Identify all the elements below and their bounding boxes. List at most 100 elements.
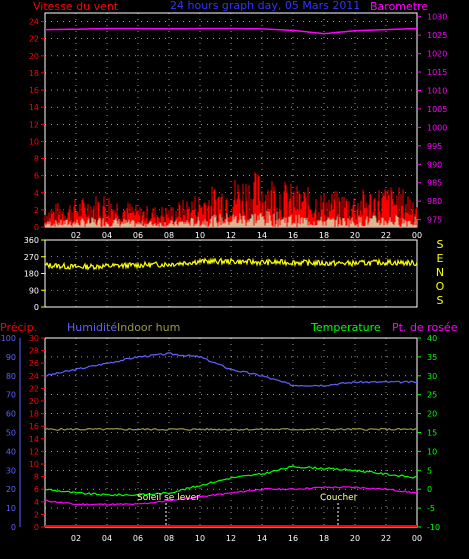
hum-tick-label: 2 (34, 510, 39, 519)
precip-tick-label: 80 (6, 372, 16, 381)
temp-tick-label: 15 (427, 429, 437, 438)
wind-dir-letter: S (437, 294, 444, 307)
baro-label: Barometre (370, 0, 428, 13)
wind-dir-letter: S (437, 238, 444, 251)
temperature-label: Temperature (310, 321, 381, 334)
wind-tick-label: 22 (29, 35, 39, 44)
temperature-series (44, 465, 418, 497)
humidity-series (44, 352, 418, 387)
wind-x-tick-label: 20 (350, 231, 360, 240)
chart-title: 24 hours graph day, 05 Mars 2011 (170, 0, 360, 12)
weather-x-tick-label: 08 (164, 534, 174, 543)
weather-x-tick-label: 12 (226, 534, 236, 543)
wind-x-tick-label: 22 (381, 231, 391, 240)
wind-tick-label: 0 (34, 223, 39, 232)
precip-tick-label: 40 (6, 447, 16, 456)
dir-tick-label: 360 (24, 236, 39, 245)
humidity-label: Humidité (67, 321, 117, 334)
weather-x-tick-label: 10 (195, 534, 205, 543)
wind-gust-series (44, 210, 418, 227)
hum-tick-label: 24 (29, 372, 39, 381)
series-layer (44, 27, 418, 527)
hum-tick-label: 4 (34, 498, 39, 507)
temp-tick-label: 20 (427, 410, 437, 419)
hum-tick-label: 22 (29, 384, 39, 393)
wind-tick-label: 20 (29, 52, 39, 61)
wind-tick-label: 24 (29, 18, 39, 27)
hum-tick-label: 16 (29, 422, 39, 431)
hum-tick-label: 14 (29, 435, 39, 444)
hum-tick-label: 28 (29, 347, 39, 356)
wind-tick-label: 16 (29, 86, 39, 95)
grid-lines (45, 13, 418, 528)
hum-tick-label: 8 (34, 473, 39, 482)
wind-tick-label: 10 (29, 137, 39, 146)
hum-tick-label: 0 (34, 523, 39, 532)
wind-dir-letter: E (437, 252, 444, 265)
weather-x-tick-label: 02 (71, 534, 81, 543)
indoor-hum-label: Indoor hum (117, 321, 180, 334)
weather-x-tick-label: 06 (133, 534, 143, 543)
baro-tick-label: 980 (427, 197, 442, 206)
barometer-series (45, 27, 418, 35)
baro-tick-label: 985 (427, 179, 442, 188)
sunrise-label: Soleil se lever (137, 493, 200, 503)
baro-tick-label: 995 (427, 142, 442, 151)
baro-tick-label: 975 (427, 216, 442, 225)
baro-tick-label: 1030 (427, 13, 447, 22)
precip-tick-label: 10 (6, 504, 16, 513)
precip-tick-label: 100 (1, 334, 16, 343)
wind-tick-label: 8 (34, 155, 39, 164)
hum-tick-label: 18 (29, 410, 39, 419)
precip-tick-label: 30 (6, 466, 16, 475)
wind-x-tick-label: 10 (195, 231, 205, 240)
dew-point-label: Pt. de rosée (392, 321, 458, 334)
hum-tick-label: 12 (29, 447, 39, 456)
precip-tick-label: 50 (6, 429, 16, 438)
wind-x-tick-label: 12 (226, 231, 236, 240)
temp-tick-label: 30 (427, 372, 437, 381)
weather-x-tick-label: 16 (288, 534, 298, 543)
hum-tick-label: 30 (29, 334, 39, 343)
wind-tick-label: 12 (29, 120, 39, 129)
dir-tick-label: 180 (24, 270, 39, 279)
wind-tick-label: 18 (29, 69, 39, 78)
hum-tick-label: 20 (29, 397, 39, 406)
baro-tick-label: 1015 (427, 68, 447, 77)
hum-tick-label: 6 (34, 485, 39, 494)
weather-x-tick-label: 22 (381, 534, 391, 543)
wind-x-tick-label: 02 (71, 231, 81, 240)
temp-tick-label: -5 (427, 504, 435, 513)
dew-point-series (44, 486, 418, 506)
wind-x-tick-label: 04 (102, 231, 112, 240)
precip-tick-label: 20 (6, 485, 16, 494)
weather-x-tick-label: 04 (102, 534, 112, 543)
weather-x-tick-label: 18 (319, 534, 329, 543)
wind-x-tick-label: 08 (164, 231, 174, 240)
precip-tick-label: 70 (6, 391, 16, 400)
wind-tick-label: 6 (34, 172, 39, 181)
weather-x-tick-label: 14 (257, 534, 267, 543)
temp-tick-label: 35 (427, 353, 437, 362)
precip-tick-label: 90 (6, 353, 16, 362)
wind-direction-series (44, 257, 418, 271)
temp-tick-label: 0 (427, 485, 432, 494)
weather-x-tick-label: 00 (412, 534, 422, 543)
wind-tick-label: 14 (29, 103, 39, 112)
dir-tick-label: 270 (24, 253, 39, 262)
indoor-hum-series (44, 427, 418, 431)
wind-x-tick-label: 16 (288, 231, 298, 240)
tick-labels: 0246810121416182022249759809859909951000… (1, 13, 448, 543)
precip-tick-label: 60 (6, 410, 16, 419)
hum-tick-label: 26 (29, 359, 39, 368)
baro-tick-label: 1005 (427, 105, 447, 114)
wind-x-tick-label: 18 (319, 231, 329, 240)
wind-label: Vitesse du vent (33, 0, 119, 13)
baro-tick-label: 1025 (427, 31, 447, 40)
dir-tick-label: 90 (29, 286, 39, 295)
dir-tick-label: 0 (34, 303, 39, 312)
temp-tick-label: 10 (427, 447, 437, 456)
precip-label: Précip. (0, 321, 37, 334)
